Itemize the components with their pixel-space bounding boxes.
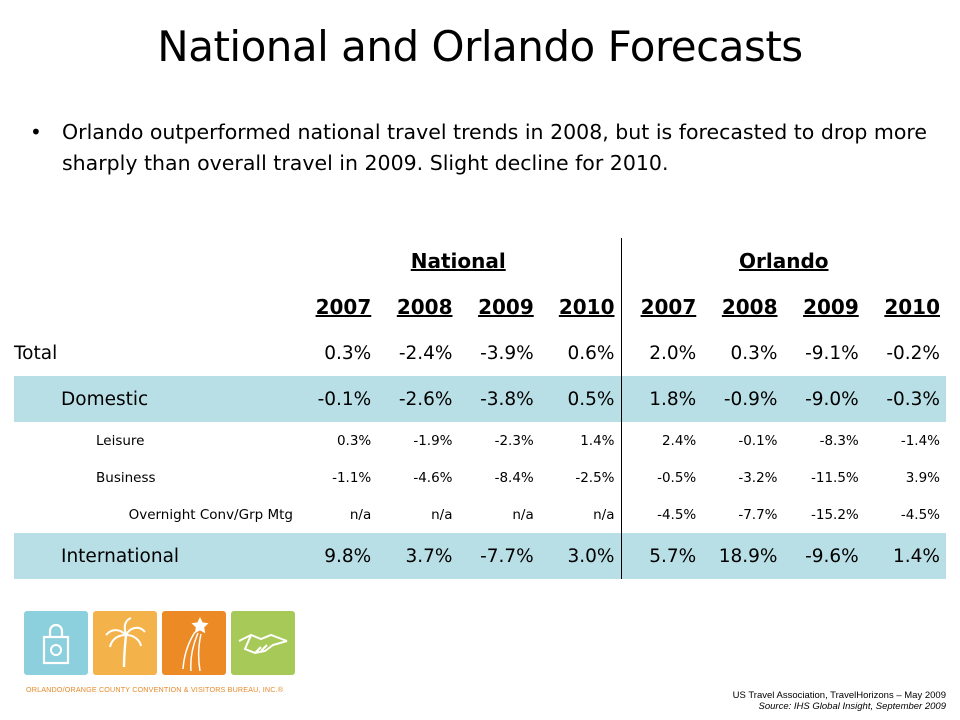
cvb-logo: ORLANDO/ORANGE COUNTY CONVENTION & VISIT… [24,611,296,697]
palm-tree-icon [93,611,157,675]
shopping-bag-icon [24,611,88,675]
row-label: Overnight Conv/Grp Mtg [128,506,293,523]
cell: 3.0% [539,533,621,579]
cell: 1.8% [620,376,703,422]
cell: 18.9% [702,533,784,579]
cell: -1.9% [413,432,453,449]
year-header: 2010 [558,295,615,319]
bullet-text: Orlando outperformed national travel tre… [62,120,928,175]
cell: -0.3% [864,376,946,422]
cell: -2.5% [575,469,615,486]
table-row-leisure: Leisure 0.3% -1.9% -2.3% 1.4% 2.4% -0.1%… [14,422,946,459]
cell: -0.1% [738,432,778,449]
cell: 9.8% [296,533,378,579]
source-citation: US Travel Association, TravelHorizons – … [733,690,946,712]
cell: -3.8% [458,376,540,422]
cell: -4.6% [413,469,453,486]
cell: -2.3% [494,432,534,449]
cell: 3.9% [905,469,940,486]
cell: -4.5% [900,506,940,523]
cell: -1.4% [900,432,940,449]
cell: -8.4% [494,469,534,486]
year-header-row: 2007 2008 2009 2010 2007 2008 2009 2010 [14,284,946,330]
cell: -0.5% [620,459,703,496]
cell: n/a [512,506,534,523]
group-header-row: National Orlando [14,238,946,284]
year-header: 2009 [478,295,534,319]
page-title: National and Orlando Forecasts [157,22,803,71]
source-line-2: Source: IHS Global Insight, September 20… [758,701,946,712]
source-line-1: US Travel Association, TravelHorizons – … [732,690,946,701]
row-label: Domestic [14,376,296,422]
cell: -0.2% [886,342,940,364]
cell: 0.3% [730,342,778,364]
group-orlando: Orlando [620,238,946,284]
table-row-business: Business -1.1% -4.6% -8.4% -2.5% -0.5% -… [14,459,946,496]
cell: -4.5% [620,496,703,533]
row-label: Leisure [96,432,145,449]
year-header: 2007 [315,295,372,319]
cell: n/a [431,506,453,523]
bullet-point: • Orlando outperformed national travel t… [30,117,930,179]
row-label: Total [14,342,58,364]
cell: 2.4% [620,422,703,459]
table-row-overnight-conv: Overnight Conv/Grp Mtg n/a n/a n/a n/a -… [14,496,946,533]
cell: -2.6% [377,376,459,422]
cell: 3.7% [377,533,459,579]
cell: -15.2% [810,506,859,523]
cell: 1.4% [580,432,615,449]
cell: -2.4% [398,342,453,364]
year-header: 2009 [803,295,859,319]
cell: n/a [593,506,615,523]
cell: -7.7% [458,533,540,579]
table-row-international: International 9.8% 3.7% -7.7% 3.0% 5.7% … [14,533,946,579]
row-label: International [14,533,296,579]
cell: 0.6% [567,342,615,364]
cell: -1.1% [332,469,372,486]
empty-cell [14,284,296,330]
bullet-dot-icon: • [30,120,42,144]
empty-cell [14,238,296,284]
cell: -0.9% [702,376,784,422]
handshake-icon [231,611,295,675]
year-header: 2008 [396,295,453,319]
cell: -8.3% [819,432,859,449]
cell: -3.2% [738,469,778,486]
cell: -9.1% [805,342,859,364]
table-row-domestic: Domestic -0.1% -2.6% -3.8% 0.5% 1.8% -0.… [14,376,946,422]
table-row-total: Total 0.3% -2.4% -3.9% 0.6% 2.0% 0.3% -9… [14,330,946,376]
shooting-star-icon [162,611,226,675]
forecast-table: National Orlando 2007 2008 2009 2010 200… [14,238,946,579]
logo-text: ORLANDO/ORANGE COUNTY CONVENTION & VISIT… [26,685,284,694]
cell: 1.4% [864,533,946,579]
year-header: 2008 [721,295,778,319]
year-header: 2007 [620,284,703,330]
cell: n/a [349,506,372,523]
cell: -0.1% [296,376,378,422]
cell: -11.5% [810,469,859,486]
cell: -9.0% [783,376,865,422]
cell: 0.5% [539,376,621,422]
cell: -7.7% [738,506,778,523]
cell: 2.0% [620,330,703,376]
cell: 0.3% [336,432,372,449]
year-header: 2010 [884,295,940,319]
cell: 5.7% [620,533,703,579]
cell: 0.3% [324,342,372,364]
row-label: Business [96,469,156,486]
cell: -9.6% [783,533,865,579]
cell: -3.9% [480,342,534,364]
group-national: National [410,249,506,273]
